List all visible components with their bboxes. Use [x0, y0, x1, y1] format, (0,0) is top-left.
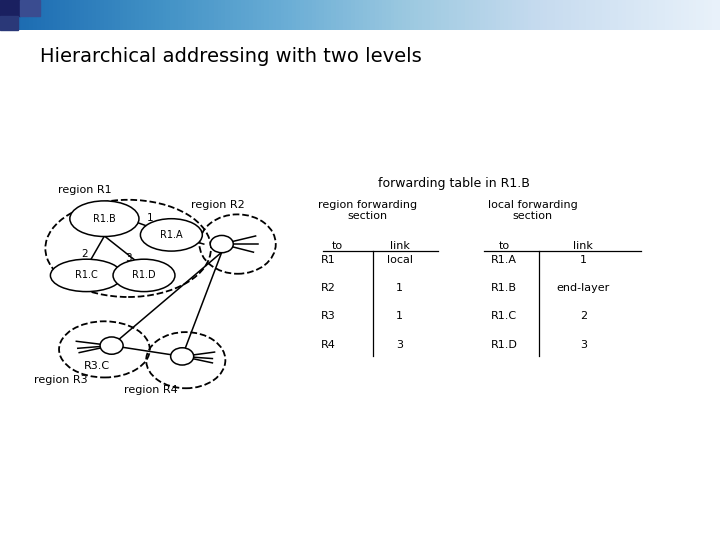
Text: R1.C: R1.C: [75, 271, 98, 280]
Ellipse shape: [113, 259, 175, 292]
Text: link: link: [390, 241, 410, 251]
Text: region R1: region R1: [58, 185, 112, 195]
Circle shape: [171, 348, 194, 365]
Text: to: to: [498, 241, 510, 251]
Text: Hierarchical addressing with two levels: Hierarchical addressing with two levels: [40, 47, 421, 66]
Text: region R2: region R2: [191, 199, 244, 210]
Text: R3: R3: [321, 312, 336, 321]
Text: to: to: [331, 241, 343, 251]
Ellipse shape: [50, 259, 122, 292]
Text: 1: 1: [580, 255, 587, 265]
Text: 1: 1: [146, 213, 153, 223]
Bar: [20, 0, 40, 16]
Text: local forwarding
section: local forwarding section: [488, 200, 577, 221]
Text: R3.C: R3.C: [84, 361, 110, 371]
Text: region forwarding
section: region forwarding section: [318, 200, 417, 221]
Text: R1.D: R1.D: [491, 340, 518, 349]
Text: R1.A: R1.A: [160, 230, 183, 240]
Text: R4: R4: [321, 340, 336, 349]
Text: R1.B: R1.B: [491, 284, 517, 293]
Circle shape: [210, 235, 233, 253]
Text: region R3: region R3: [35, 375, 88, 385]
Ellipse shape: [70, 201, 139, 237]
Text: local: local: [387, 255, 413, 265]
Text: end-layer: end-layer: [557, 284, 610, 293]
Circle shape: [100, 337, 123, 354]
Text: 2: 2: [580, 312, 587, 321]
Text: region R4: region R4: [125, 385, 178, 395]
Text: 3: 3: [580, 340, 587, 349]
Bar: [0, 0, 20, 16]
Text: R1.B: R1.B: [93, 214, 116, 224]
Text: R1: R1: [321, 255, 336, 265]
Text: 2: 2: [81, 249, 89, 259]
Ellipse shape: [140, 219, 202, 251]
Text: R1.C: R1.C: [491, 312, 517, 321]
Text: forwarding table in R1.B: forwarding table in R1.B: [378, 177, 529, 190]
Text: R1.D: R1.D: [132, 271, 156, 280]
Text: R1.A: R1.A: [491, 255, 517, 265]
Text: 3: 3: [396, 340, 403, 349]
Text: 3: 3: [125, 253, 132, 263]
Bar: [0, 16, 18, 30]
Text: 1: 1: [396, 312, 403, 321]
Text: R2: R2: [321, 284, 336, 293]
Text: 1: 1: [396, 284, 403, 293]
Text: link: link: [573, 241, 593, 251]
